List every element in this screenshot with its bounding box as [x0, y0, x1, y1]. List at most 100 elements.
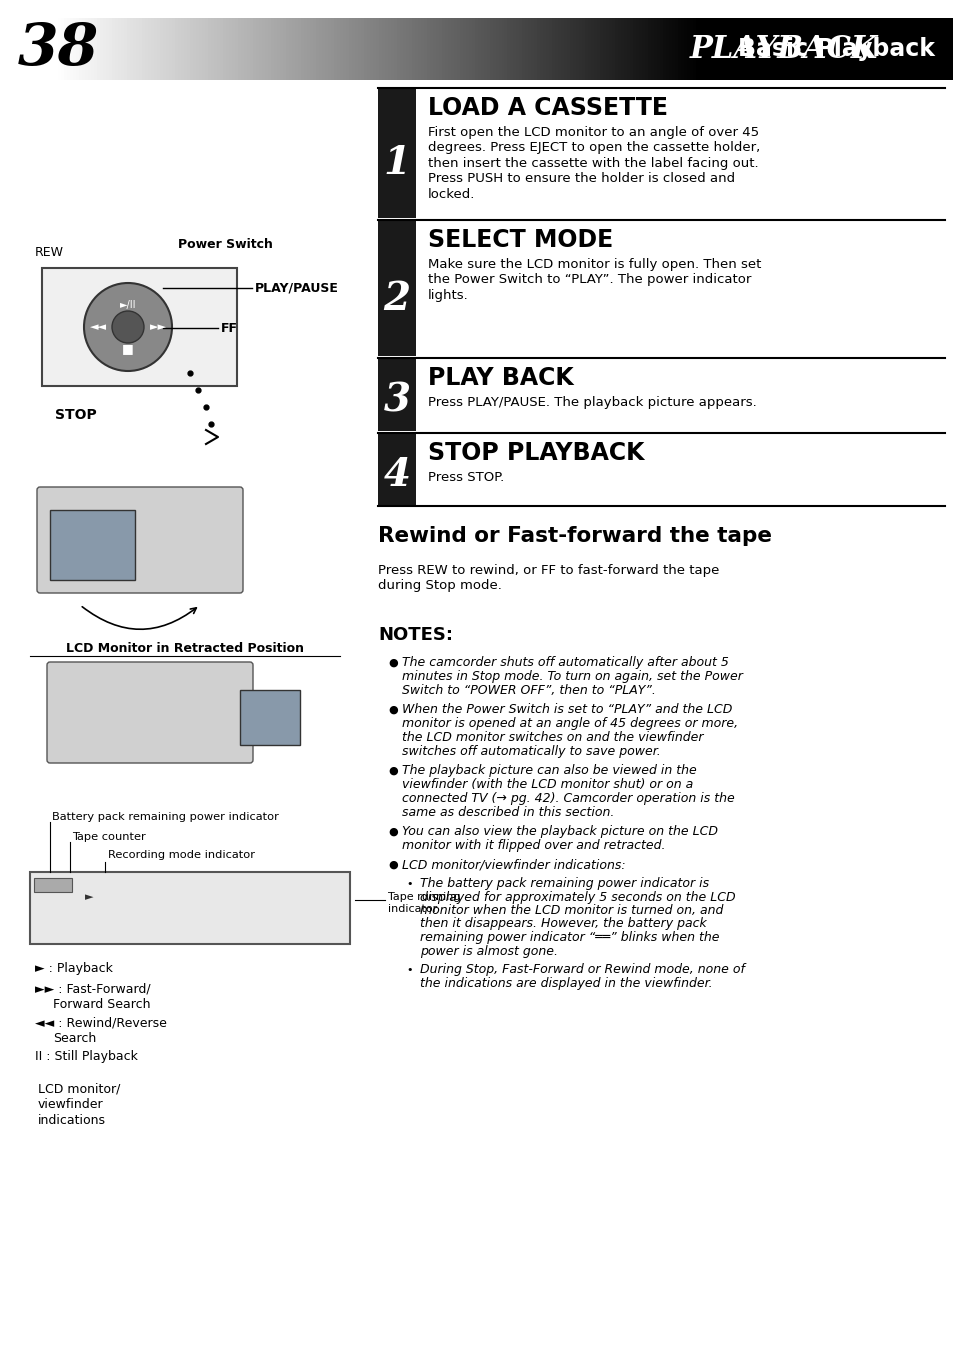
- Bar: [890, 18, 894, 80]
- Bar: [819, 18, 822, 80]
- Bar: [902, 18, 906, 80]
- Bar: [324, 18, 329, 80]
- Text: STOP PLAYBACK: STOP PLAYBACK: [428, 440, 644, 465]
- Bar: [169, 18, 172, 80]
- Bar: [366, 18, 371, 80]
- Text: II : Still Playback: II : Still Playback: [35, 1050, 138, 1064]
- Circle shape: [112, 312, 144, 343]
- Text: connected TV (→ pg. 42). Camcorder operation is the: connected TV (→ pg. 42). Camcorder opera…: [401, 793, 734, 805]
- Bar: [219, 18, 224, 80]
- Text: indications: indications: [38, 1114, 106, 1127]
- Bar: [929, 18, 933, 80]
- Bar: [139, 18, 143, 80]
- Bar: [310, 18, 314, 80]
- Bar: [282, 18, 287, 80]
- Bar: [307, 18, 311, 80]
- Bar: [636, 18, 639, 80]
- Text: LCD Monitor in Retracted Position: LCD Monitor in Retracted Position: [66, 641, 304, 654]
- Text: monitor is opened at an angle of 45 degrees or more,: monitor is opened at an angle of 45 degr…: [401, 717, 738, 730]
- Bar: [720, 18, 723, 80]
- Bar: [654, 18, 658, 80]
- Bar: [801, 18, 804, 80]
- Bar: [91, 18, 95, 80]
- Bar: [504, 18, 508, 80]
- Text: REW: REW: [35, 245, 64, 259]
- Bar: [914, 18, 918, 80]
- Bar: [327, 18, 332, 80]
- Bar: [223, 18, 227, 80]
- Bar: [88, 18, 91, 80]
- Text: viewfinder: viewfinder: [38, 1098, 104, 1111]
- Bar: [436, 18, 439, 80]
- Bar: [528, 18, 532, 80]
- Bar: [618, 18, 621, 80]
- Bar: [255, 18, 259, 80]
- Bar: [756, 18, 760, 80]
- Bar: [866, 18, 870, 80]
- Bar: [459, 18, 463, 80]
- Bar: [240, 18, 245, 80]
- Bar: [387, 18, 392, 80]
- Bar: [659, 18, 663, 80]
- Bar: [836, 18, 841, 80]
- Bar: [58, 18, 62, 80]
- Text: LCD monitor/viewfinder indications:: LCD monitor/viewfinder indications:: [401, 858, 625, 871]
- Bar: [384, 18, 388, 80]
- Bar: [759, 18, 762, 80]
- Bar: [699, 18, 702, 80]
- Bar: [821, 18, 825, 80]
- Bar: [292, 18, 295, 80]
- Bar: [791, 18, 796, 80]
- Bar: [875, 18, 880, 80]
- Bar: [132, 18, 137, 80]
- Text: •: •: [406, 879, 412, 889]
- Bar: [190, 18, 193, 80]
- Bar: [93, 18, 98, 80]
- Bar: [857, 18, 862, 80]
- Bar: [887, 18, 891, 80]
- Bar: [498, 18, 502, 80]
- Bar: [378, 18, 382, 80]
- Bar: [696, 18, 700, 80]
- Text: Forward Search: Forward Search: [53, 999, 151, 1011]
- Bar: [597, 18, 600, 80]
- Bar: [381, 18, 385, 80]
- Bar: [276, 18, 280, 80]
- Bar: [394, 18, 397, 80]
- Bar: [462, 18, 466, 80]
- Bar: [331, 18, 335, 80]
- Bar: [711, 18, 715, 80]
- Bar: [555, 18, 558, 80]
- Bar: [672, 18, 676, 80]
- Bar: [770, 18, 775, 80]
- Bar: [869, 18, 873, 80]
- Bar: [103, 18, 107, 80]
- Bar: [717, 18, 720, 80]
- Bar: [106, 18, 110, 80]
- Bar: [118, 18, 122, 80]
- Bar: [683, 18, 687, 80]
- Bar: [345, 18, 350, 80]
- Bar: [357, 18, 361, 80]
- Bar: [148, 18, 152, 80]
- Bar: [417, 18, 421, 80]
- Bar: [570, 18, 574, 80]
- Bar: [525, 18, 529, 80]
- Text: •: •: [406, 965, 412, 976]
- Text: First open the LCD monitor to an angle of over 45: First open the LCD monitor to an angle o…: [428, 126, 759, 140]
- Text: Tape running
indicator: Tape running indicator: [388, 892, 460, 913]
- Bar: [429, 18, 433, 80]
- Bar: [767, 18, 771, 80]
- Bar: [456, 18, 460, 80]
- Bar: [205, 18, 209, 80]
- Bar: [576, 18, 579, 80]
- Text: Search: Search: [53, 1033, 96, 1045]
- Bar: [932, 18, 936, 80]
- Bar: [156, 18, 161, 80]
- Bar: [360, 18, 364, 80]
- Bar: [402, 18, 406, 80]
- Bar: [785, 18, 789, 80]
- Bar: [342, 18, 346, 80]
- Bar: [920, 18, 924, 80]
- Bar: [612, 18, 616, 80]
